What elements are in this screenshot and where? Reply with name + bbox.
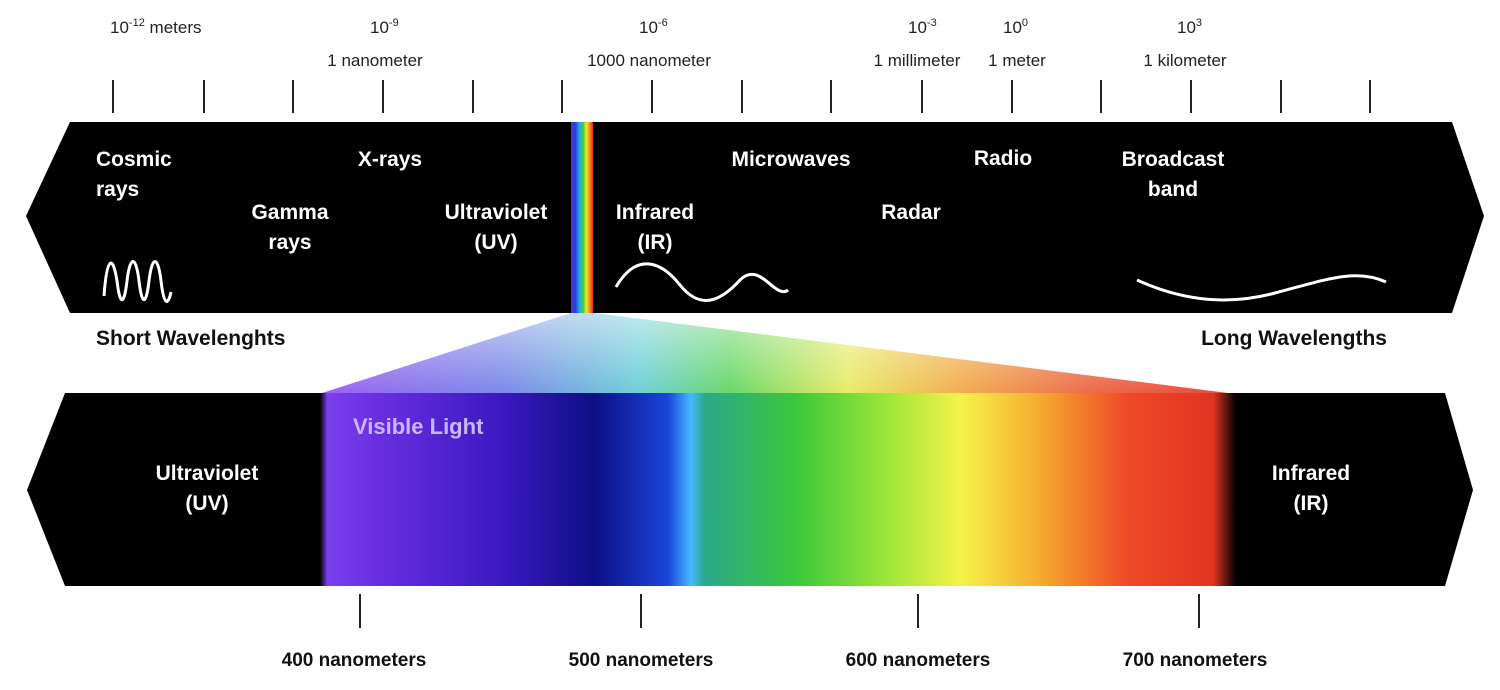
- nm-label-400: 400 nanometers: [282, 650, 427, 671]
- wavelength-scale: 10-12 meters 10-9 1 nanometer 10-6 1000 …: [110, 17, 1371, 113]
- visible-light-projection: [322, 313, 1228, 393]
- band-microwaves: Microwaves: [731, 148, 850, 171]
- medium-wave-icon: [614, 262, 789, 302]
- full-spectrum-band: Cosmic rays Gamma rays X-rays Ultraviolet(…: [26, 122, 1484, 313]
- spectrum-band-background: [26, 122, 1484, 313]
- visible-light-title: Visible Light: [353, 414, 484, 439]
- band-ultraviolet: Ultraviolet (UV): [445, 201, 548, 254]
- scale-unit-nanometer: 1 nanometer: [327, 51, 423, 70]
- visible-band-gradient: [320, 393, 1236, 586]
- scale-label-1e3: 103: [1177, 17, 1202, 37]
- nanometer-scale: 400 nanometers 500 nanometers 600 nanome…: [282, 594, 1268, 671]
- nm-label-600: 600 nanometers: [846, 650, 991, 671]
- scale-unit-millimeter: 1 millimeter: [874, 51, 961, 70]
- band-infrared: Infrared (IR): [616, 201, 694, 254]
- scale-unit-kilometer: 1 kilometer: [1143, 51, 1226, 70]
- visible-spectrum-band: Visible Light Ultraviolet (UV) Infrared (I…: [27, 393, 1473, 586]
- long-wave-icon: [1136, 274, 1387, 302]
- band-cosmic-rays: Cosmic rays: [96, 148, 172, 201]
- visible-band-ultraviolet: Ultraviolet (UV): [156, 462, 259, 515]
- scale-label-1e-12: 10-12 meters: [110, 17, 202, 37]
- nm-label-500: 500 nanometers: [569, 650, 714, 671]
- nm-label-700: 700 nanometers: [1123, 650, 1268, 671]
- band-x-rays: X-rays: [358, 148, 422, 171]
- scale-unit-meter: 1 meter: [988, 51, 1046, 70]
- band-radar: Radar: [881, 201, 941, 224]
- visible-band-infrared: Infrared (IR): [1272, 462, 1350, 515]
- scale-label-1e-6: 10-6: [639, 17, 668, 37]
- scale-unit-1000-nanometer: 1000 nanometer: [587, 51, 711, 70]
- scale-label-1e-9: 10-9: [370, 17, 399, 37]
- band-broadcast: Broadcast band: [1122, 148, 1225, 201]
- projection-fan-highlight: [322, 313, 1228, 393]
- long-wavelengths-label: Long Wavelengths: [1201, 327, 1387, 350]
- scale-ticks: [112, 80, 1371, 113]
- scale-label-1e-3: 10-3: [908, 17, 937, 37]
- band-gamma-rays: Gamma rays: [251, 201, 328, 254]
- short-wavelengths-label: Short Wavelenghts: [96, 327, 285, 350]
- band-radio: Radio: [974, 147, 1032, 170]
- scale-label-1e0: 100: [1003, 17, 1028, 37]
- visible-stripe: [571, 122, 593, 313]
- short-wave-icon: [102, 260, 173, 303]
